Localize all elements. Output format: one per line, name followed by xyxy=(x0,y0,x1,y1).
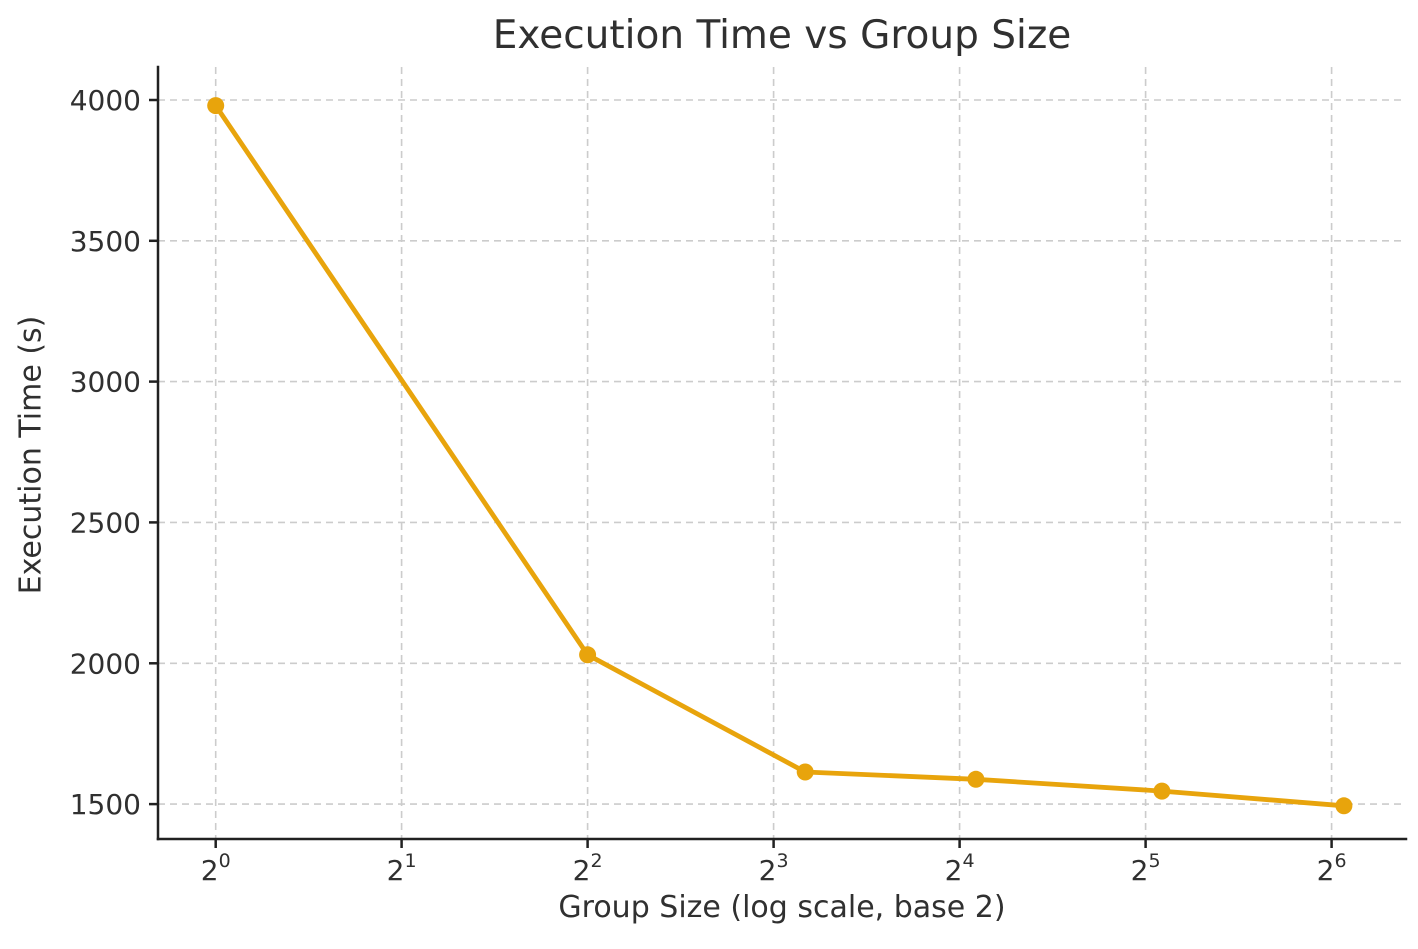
x-axis-label: Group Size (log scale, base 2) xyxy=(558,890,1006,925)
x-tick-label: 21 xyxy=(387,850,417,887)
data-point-marker xyxy=(1153,782,1171,800)
data-point-marker xyxy=(579,646,597,664)
data-point-marker xyxy=(207,97,225,115)
y-tick-label: 4000 xyxy=(70,84,141,117)
series-line xyxy=(213,103,1347,809)
data-point-marker xyxy=(1335,797,1353,815)
x-tick-label: 22 xyxy=(573,850,603,887)
y-tick-label: 3000 xyxy=(70,366,141,399)
y-tick-label: 1500 xyxy=(70,788,141,821)
data-point-marker xyxy=(796,763,814,781)
x-tick-label: 20 xyxy=(201,850,231,887)
y-tick-label: 3500 xyxy=(70,225,141,258)
x-tick-label: 23 xyxy=(759,850,789,887)
y-tick-label: 2500 xyxy=(70,506,141,539)
data-point-marker xyxy=(967,770,985,788)
chart-title: Execution Time vs Group Size xyxy=(492,13,1072,58)
x-tick-label: 26 xyxy=(1317,850,1347,887)
y-tick-label: 2000 xyxy=(70,647,141,680)
x-tick-label: 25 xyxy=(1131,850,1161,887)
y-axis-label: Execution Time (s) xyxy=(13,315,49,595)
x-tick-label: 24 xyxy=(945,850,975,887)
